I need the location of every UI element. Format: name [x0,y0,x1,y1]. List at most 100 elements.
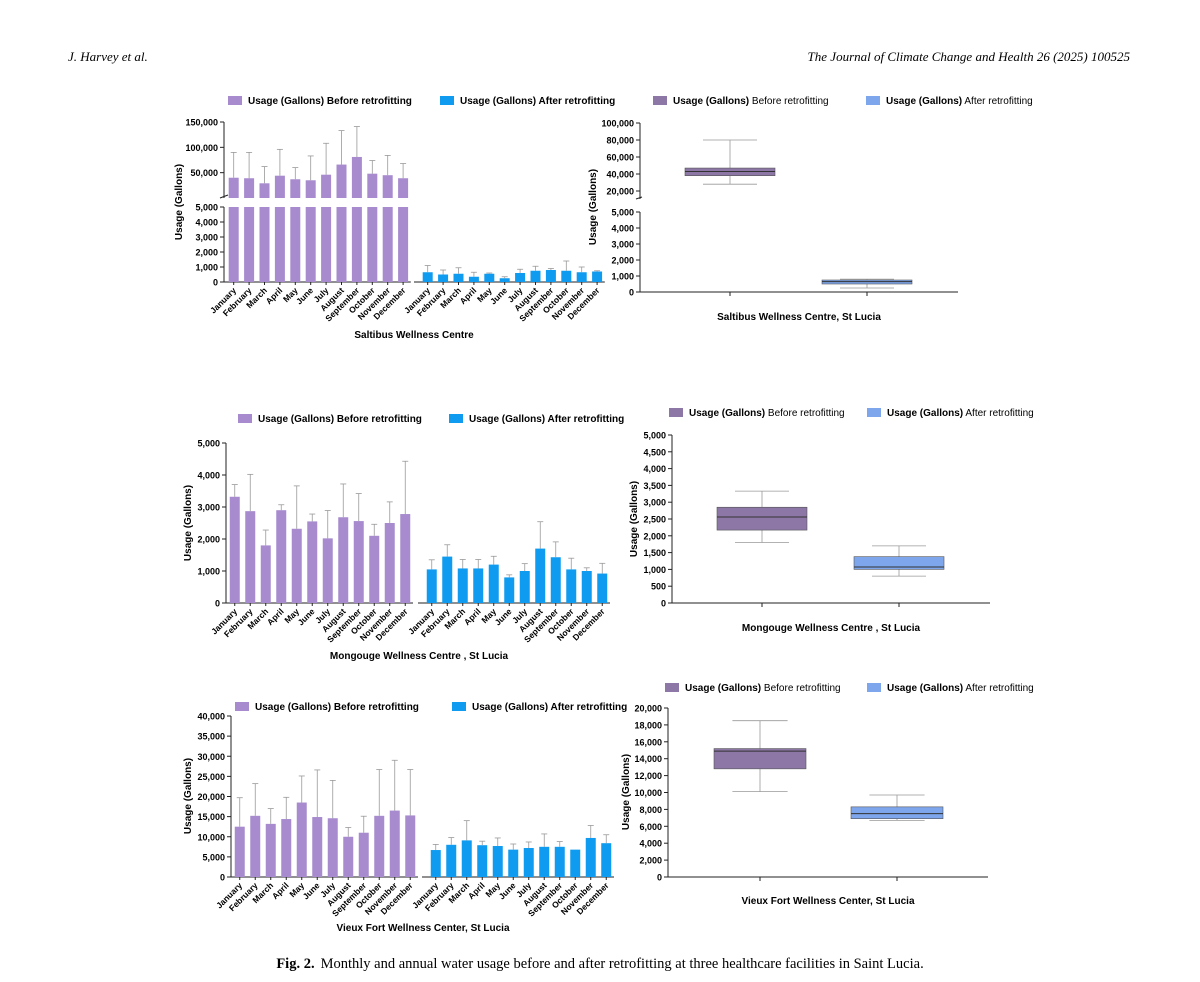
vieux-fort-bar-chart-bar-after-9 [570,849,581,877]
mongouge-bar-chart-legend-before-label: Usage (Gallons) Before retrofitting [258,414,422,425]
vieux-fort-bar-chart-ytick-2-label: 10,000 [197,832,225,842]
mongouge-bar-chart-bar-before-1 [245,511,256,603]
saltibus-bar-chart-bar-before-4 [290,179,301,198]
saltibus-bar-chart-bar-after-5 [499,278,510,282]
mongouge-bar-chart-bar-before-2 [260,545,271,603]
vieux-fort-box-chart-ytick-3-label: 6,000 [639,822,662,832]
vieux-fort-bar-chart-bar-before-4 [296,802,307,877]
mongouge-bar-chart-ytick-2-label: 2,000 [197,535,220,545]
vieux-fort-box-chart-legend-before-label: Usage (Gallons) Before retrofitting [685,683,841,694]
mongouge-bar-chart-bar-after-0 [426,569,437,603]
figure-caption-text: Monthly and annual water usage before an… [320,956,924,972]
saltibus-bar-chart-bar-before-10-lower [382,207,393,282]
mongouge-box-chart-ytick-5-label: 2,500 [643,515,666,525]
figure-caption-label: Fig. 2. [276,956,315,972]
vieux-fort-bar-chart-ytick-7-label: 35,000 [197,732,225,742]
mongouge-bar-chart-bar-before-6 [322,538,333,603]
saltibus-box-chart: 0 1,000 2,000 3,000 4,000 5,000 20,000 40,000 60… [588,96,1033,323]
vieux-fort-box-chart: 0 2,000 4,000 6,000 8,000 10,000 12,000 14,000 1… [621,683,1034,907]
mongouge-box-chart-box-after [853,556,945,570]
vieux-fort-bar-chart-ytick-6-label: 30,000 [197,752,225,762]
mongouge-bar-chart-bar-before-9 [369,535,380,603]
vieux-fort-bar-chart-bar-before-11 [405,815,416,877]
mongouge-bar-chart-bar-after-2 [457,568,468,603]
vieux-fort-bar-chart-bar-before-2 [265,823,276,877]
mongouge-bar-chart-bar-after-9 [566,569,577,603]
saltibus-bar-chart-bar-before-7-lower [336,207,347,282]
saltibus-bar-chart-ylabel: Usage (Gallons) [174,164,185,240]
mongouge-box-chart-legend-after-label: Usage (Gallons) After retrofitting [887,408,1034,419]
saltibus-bar-chart-bar-before-10 [382,175,393,198]
saltibus-bar-chart-bar-before-11-lower [398,207,409,282]
vieux-fort-bar-chart-ylabel: Usage (Gallons) [183,758,194,834]
mongouge-bar-chart-ytick-1-label: 1,000 [197,567,220,577]
saltibus-bar-chart-ytick-lower-1-label: 1,000 [195,263,218,273]
figure-caption: Fig. 2. Monthly and annual water usage be… [0,956,1200,973]
saltibus-bar-chart-bar-after-11 [592,271,603,282]
vieux-fort-bar-chart-bar-after-7 [539,846,550,877]
saltibus-bar-chart-bar-after-7 [530,270,541,282]
vieux-fort-bar-chart-bar-after-5 [508,849,519,877]
saltibus-bar-chart-bar-before-9-lower [367,207,378,282]
mongouge-bar-chart-bar-before-7 [338,517,349,603]
vieux-fort-box-chart-ytick-4-label: 8,000 [639,805,662,815]
saltibus-bar-chart-bar-before-4-lower [290,207,301,282]
saltibus-box-chart-ytick-lower-0-label: 0 [629,288,634,298]
saltibus-bar-chart-bar-after-4 [484,273,495,282]
saltibus-box-chart-ytick-upper-3-label: 80,000 [606,136,634,146]
vieux-fort-bar-chart-bar-before-1 [250,815,261,877]
mongouge-bar-chart-ylabel: Usage (Gallons) [183,485,194,561]
saltibus-bar-chart-bar-before-2 [259,183,270,198]
vieux-fort-box-chart-legend-after-label: Usage (Gallons) After retrofitting [887,683,1034,694]
vieux-fort-bar-chart-legend-before-label: Usage (Gallons) Before retrofitting [255,702,419,713]
saltibus-box-chart-ylabel: Usage (Gallons) [588,169,599,245]
saltibus-bar-chart-legend-after-swatch [440,96,454,105]
mongouge-bar-chart-bar-before-5 [307,521,318,603]
mongouge-bar-chart-ytick-3-label: 3,000 [197,503,220,513]
vieux-fort-bar-chart-legend-after-label: Usage (Gallons) After retrofitting [472,702,627,713]
mongouge-box-chart-ytick-0-label: 0 [661,599,666,609]
saltibus-bar-chart-ytick-lower-2-label: 2,000 [195,248,218,258]
vieux-fort-bar-chart-bar-after-0 [430,850,441,877]
vieux-fort-bar-chart-legend-before-swatch [235,702,249,711]
vieux-fort-bar-chart-bar-before-10 [389,810,400,877]
saltibus-bar-chart-legend-before-label: Usage (Gallons) Before retrofitting [248,96,412,107]
vieux-fort-box-chart-ytick-2-label: 4,000 [639,839,662,849]
vieux-fort-bar-chart-bar-before-9 [374,815,385,877]
mongouge-bar-chart-bar-after-5 [504,577,515,603]
vieux-fort-box-chart-ytick-10-label: 20,000 [634,704,662,714]
mongouge-box-chart-ylabel: Usage (Gallons) [629,481,640,557]
vieux-fort-box-chart-box-after [850,806,944,819]
saltibus-bar-chart-bar-before-11 [398,178,409,198]
mongouge-box-chart-ytick-4-label: 2,000 [643,531,666,541]
saltibus-bar-chart-ytick-upper-0-label: 50,000 [190,168,218,178]
saltibus-box-chart-ytick-lower-5-label: 5,000 [611,208,634,218]
saltibus-bar-chart-bar-after-3 [468,276,479,282]
mongouge-bar-chart-bar-after-6 [519,571,530,603]
saltibus-bar-chart-bar-before-9 [367,173,378,198]
saltibus-bar-chart: 0 1,000 2,000 3,000 4,000 5,000 50,000 100,000 1… [174,96,615,341]
mongouge-bar-chart-bar-after-3 [473,568,484,603]
mongouge-bar-chart-xlabel: Mongouge Wellness Centre , St Lucia [330,651,509,662]
mongouge-box-chart-ytick-8-label: 4,000 [643,464,666,474]
mongouge-bar-chart-ytick-0-label: 0 [215,599,220,609]
mongouge-box-chart-ytick-1-label: 500 [651,582,666,592]
mongouge-box-chart-legend-after-swatch [867,408,881,417]
mongouge-box-chart-ytick-7-label: 3,500 [643,481,666,491]
mongouge-bar-chart-bar-after-11 [597,573,608,603]
saltibus-box-chart-legend-after-swatch [866,96,880,105]
saltibus-bar-chart-legend-after-label: Usage (Gallons) After retrofitting [460,96,615,107]
mongouge-box-chart-ytick-10-label: 5,000 [643,431,666,441]
mongouge-bar-chart-bar-before-3 [276,510,287,603]
vieux-fort-bar-chart-bar-before-0 [234,826,245,877]
mongouge-bar-chart: 01,0002,0003,0004,0005,000JanuaryFebruar… [183,414,624,662]
vieux-fort-bar-chart-bar-after-2 [461,840,472,877]
mongouge-bar-chart-legend-before-swatch [238,414,252,423]
mongouge-bar-chart-ytick-4-label: 4,000 [197,471,220,481]
mongouge-box-chart-xlabel: Mongouge Wellness Centre , St Lucia [742,623,921,634]
vieux-fort-bar-chart-bar-after-8 [554,846,565,877]
mongouge-bar-chart-bar-before-8 [353,521,364,603]
mongouge-box-chart-ytick-6-label: 3,000 [643,498,666,508]
saltibus-bar-chart-bar-before-1 [244,178,255,198]
